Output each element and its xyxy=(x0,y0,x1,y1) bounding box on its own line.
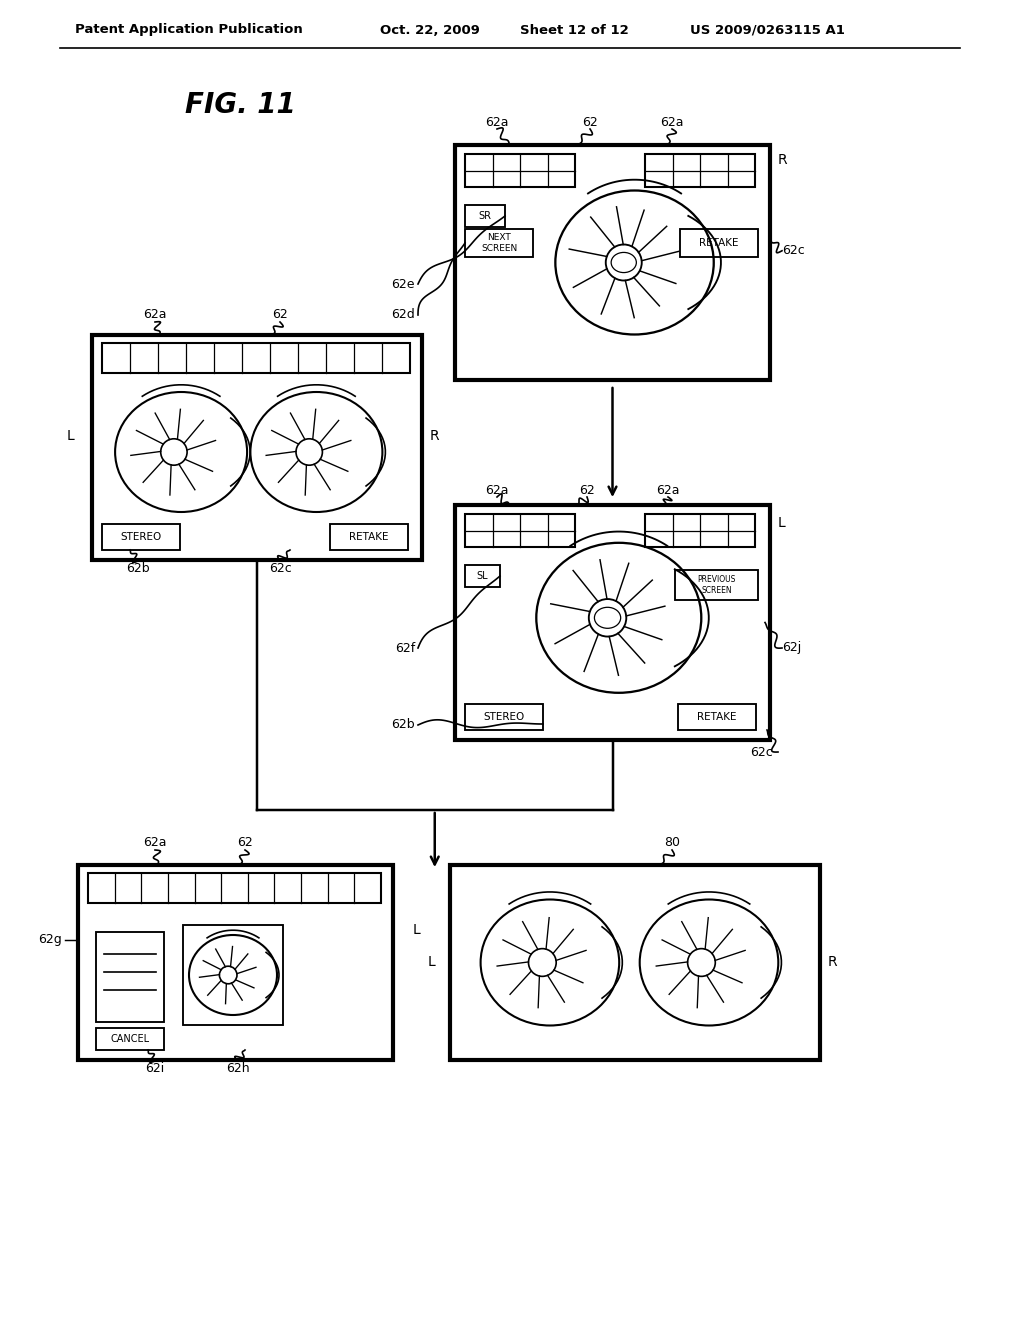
Text: L: L xyxy=(413,923,421,937)
Text: 62h: 62h xyxy=(226,1061,250,1074)
Text: L: L xyxy=(778,516,785,531)
Text: 62c: 62c xyxy=(268,561,292,574)
Bar xyxy=(465,228,534,257)
Bar xyxy=(465,205,505,227)
Text: NEXT
SCREEN: NEXT SCREEN xyxy=(481,234,517,252)
Text: FIG. 11: FIG. 11 xyxy=(185,91,296,119)
Text: 62d: 62d xyxy=(391,309,415,322)
Text: R: R xyxy=(430,429,439,444)
Text: 62: 62 xyxy=(238,837,253,850)
Text: 62: 62 xyxy=(272,309,288,322)
Text: 62b: 62b xyxy=(391,718,415,731)
Text: 62: 62 xyxy=(582,116,598,128)
Text: 62a: 62a xyxy=(660,116,684,128)
Bar xyxy=(102,343,410,374)
Text: 62a: 62a xyxy=(143,309,167,322)
Text: 62i: 62i xyxy=(145,1061,165,1074)
Text: 62c: 62c xyxy=(750,746,773,759)
Text: R: R xyxy=(778,153,787,168)
Bar xyxy=(455,145,770,380)
Text: CANCEL: CANCEL xyxy=(111,1034,150,1044)
Text: 62f: 62f xyxy=(394,642,415,655)
Text: 62b: 62b xyxy=(126,561,150,574)
Text: PREVIOUS
SCREEN: PREVIOUS SCREEN xyxy=(697,576,735,595)
Bar xyxy=(465,704,543,730)
Text: RETAKE: RETAKE xyxy=(697,711,736,722)
Text: 62a: 62a xyxy=(485,116,509,128)
Bar xyxy=(96,1028,164,1049)
Bar xyxy=(450,865,820,1060)
Bar xyxy=(465,513,575,546)
Text: 62a: 62a xyxy=(143,837,167,850)
Bar xyxy=(102,524,180,550)
Text: 80: 80 xyxy=(664,837,680,850)
Bar xyxy=(645,513,755,546)
Bar xyxy=(96,932,164,1022)
Text: 62c: 62c xyxy=(782,244,805,257)
Bar xyxy=(680,228,758,257)
Text: US 2009/0263115 A1: US 2009/0263115 A1 xyxy=(690,24,845,37)
Text: 62a: 62a xyxy=(485,483,509,496)
Text: Patent Application Publication: Patent Application Publication xyxy=(75,24,303,37)
Bar xyxy=(645,154,755,187)
Text: SL: SL xyxy=(477,572,488,581)
Text: 62: 62 xyxy=(580,483,595,496)
Text: STEREO: STEREO xyxy=(483,711,524,722)
Bar xyxy=(465,154,575,187)
Bar xyxy=(78,865,393,1060)
Bar xyxy=(92,335,422,560)
Text: 62a: 62a xyxy=(656,483,680,496)
Text: L: L xyxy=(427,956,435,969)
Text: SR: SR xyxy=(478,211,492,220)
Text: L: L xyxy=(67,429,74,444)
Text: Oct. 22, 2009: Oct. 22, 2009 xyxy=(380,24,480,37)
Bar xyxy=(455,506,770,741)
Bar xyxy=(330,524,408,550)
Text: RETAKE: RETAKE xyxy=(349,532,389,543)
Text: 62j: 62j xyxy=(782,642,801,655)
Text: 62g: 62g xyxy=(38,933,62,946)
Bar xyxy=(88,873,381,903)
Bar xyxy=(183,925,283,1026)
Bar xyxy=(465,565,500,587)
Text: STEREO: STEREO xyxy=(121,532,162,543)
Bar xyxy=(675,570,758,601)
Text: Sheet 12 of 12: Sheet 12 of 12 xyxy=(520,24,629,37)
Text: RETAKE: RETAKE xyxy=(699,238,738,248)
Text: 62e: 62e xyxy=(391,277,415,290)
Text: R: R xyxy=(828,956,838,969)
Bar xyxy=(678,704,756,730)
